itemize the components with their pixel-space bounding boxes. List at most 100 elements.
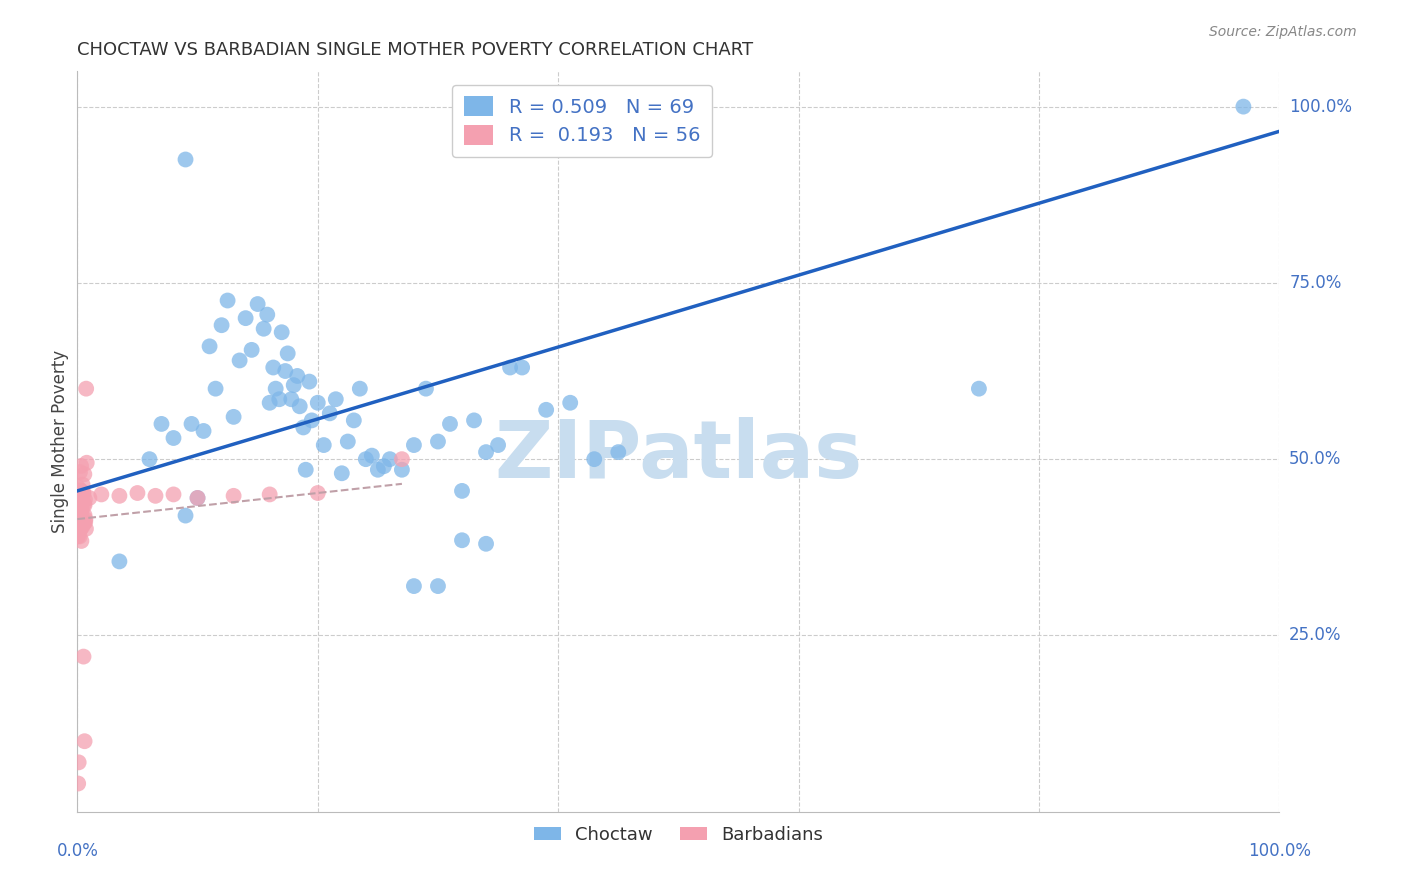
Point xyxy=(108,489,131,503)
Point xyxy=(325,392,347,407)
Point xyxy=(73,498,96,512)
Point xyxy=(343,413,366,427)
Point xyxy=(67,507,90,521)
Point xyxy=(228,353,250,368)
Point xyxy=(312,438,335,452)
Point xyxy=(391,463,413,477)
Point xyxy=(415,382,437,396)
Point xyxy=(69,522,91,536)
Point xyxy=(69,489,91,503)
Text: 100.0%: 100.0% xyxy=(1249,842,1310,860)
Point xyxy=(373,459,395,474)
Point xyxy=(583,452,606,467)
Point xyxy=(90,487,112,501)
Point xyxy=(186,491,209,505)
Point xyxy=(451,533,474,548)
Point xyxy=(75,515,97,529)
Point xyxy=(280,392,302,407)
Point xyxy=(349,382,371,396)
Point xyxy=(486,438,509,452)
Point xyxy=(69,529,91,543)
Text: ZIPatlas: ZIPatlas xyxy=(495,417,862,495)
Point xyxy=(67,518,90,533)
Point xyxy=(73,497,96,511)
Point xyxy=(235,311,257,326)
Point xyxy=(70,483,93,498)
Point xyxy=(264,382,287,396)
Legend: Choctaw, Barbadians: Choctaw, Barbadians xyxy=(526,818,831,851)
Point xyxy=(285,368,308,383)
Point xyxy=(73,734,96,748)
Point xyxy=(66,484,89,499)
Y-axis label: Single Mother Poverty: Single Mother Poverty xyxy=(51,350,69,533)
Point xyxy=(69,523,91,537)
Point xyxy=(174,153,197,167)
Point xyxy=(253,322,276,336)
Point xyxy=(307,486,329,500)
Point xyxy=(475,537,498,551)
Point xyxy=(127,486,149,500)
Point xyxy=(69,503,91,517)
Point xyxy=(402,438,425,452)
Point xyxy=(66,529,89,543)
Point xyxy=(75,512,97,526)
Point xyxy=(69,465,91,479)
Point xyxy=(73,467,96,482)
Point xyxy=(292,420,315,434)
Text: 50.0%: 50.0% xyxy=(1289,450,1341,468)
Point xyxy=(283,378,305,392)
Point xyxy=(67,756,90,770)
Point xyxy=(534,402,557,417)
Point xyxy=(402,579,425,593)
Text: CHOCTAW VS BARBADIAN SINGLE MOTHER POVERTY CORRELATION CHART: CHOCTAW VS BARBADIAN SINGLE MOTHER POVER… xyxy=(77,41,754,59)
Point xyxy=(70,500,93,514)
Point xyxy=(75,522,97,536)
Point xyxy=(73,508,96,523)
Point xyxy=(174,508,197,523)
Point xyxy=(246,297,269,311)
Point xyxy=(67,485,90,500)
Point xyxy=(307,396,329,410)
Text: 25.0%: 25.0% xyxy=(1289,626,1341,644)
Point xyxy=(69,522,91,536)
Point xyxy=(427,579,450,593)
Point xyxy=(70,518,93,533)
Point xyxy=(72,649,94,664)
Point xyxy=(222,489,245,503)
Point xyxy=(298,375,321,389)
Point xyxy=(288,399,311,413)
Point xyxy=(198,339,221,353)
Point xyxy=(69,511,91,525)
Point xyxy=(72,513,94,527)
Point xyxy=(294,463,316,477)
Point xyxy=(66,488,89,502)
Point xyxy=(76,456,98,470)
Point xyxy=(72,519,94,533)
Point xyxy=(274,364,297,378)
Point xyxy=(79,491,101,505)
Point xyxy=(367,463,389,477)
Point xyxy=(277,346,299,360)
Point xyxy=(330,467,353,481)
Point xyxy=(967,382,990,396)
Point xyxy=(270,325,292,339)
Point xyxy=(1232,100,1254,114)
Point xyxy=(301,413,323,427)
Point xyxy=(108,554,131,568)
Point xyxy=(222,409,245,424)
Point xyxy=(150,417,173,431)
Point xyxy=(259,487,281,501)
Point xyxy=(138,452,160,467)
Point xyxy=(69,483,91,498)
Point xyxy=(607,445,630,459)
Point xyxy=(73,516,96,530)
Point xyxy=(354,452,377,467)
Point xyxy=(262,360,284,375)
Text: 0.0%: 0.0% xyxy=(56,842,98,860)
Point xyxy=(211,318,233,333)
Point xyxy=(475,445,498,459)
Point xyxy=(73,492,96,507)
Point xyxy=(180,417,202,431)
Point xyxy=(72,486,94,500)
Point xyxy=(439,417,461,431)
